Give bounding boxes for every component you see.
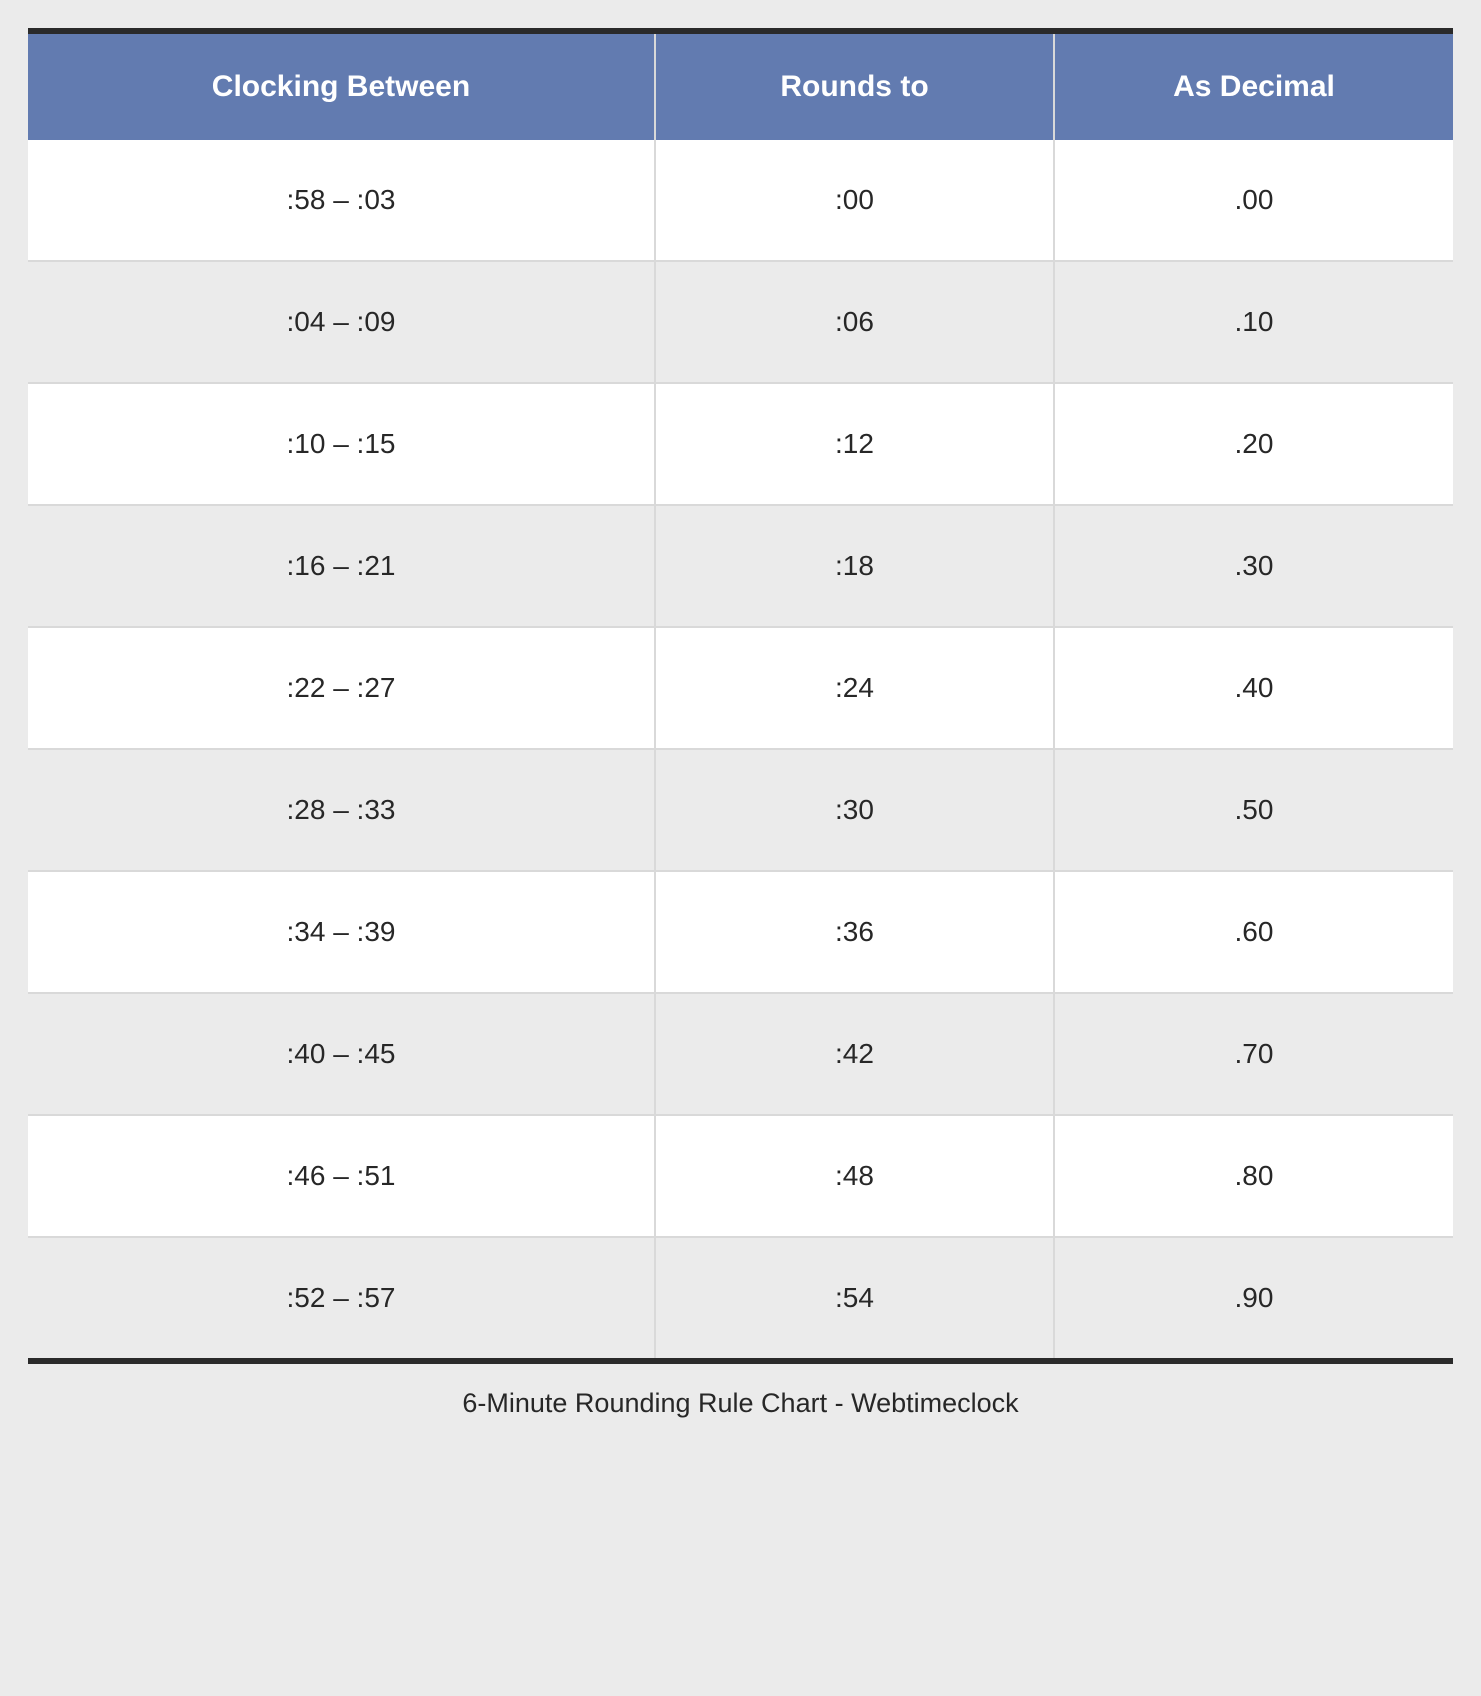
cell-rounds-to: :48 [655, 1115, 1054, 1237]
cell-clocking-between: :52 – :57 [28, 1237, 655, 1361]
col-header-clocking-between: Clocking Between [28, 31, 655, 140]
cell-as-decimal: .50 [1054, 749, 1453, 871]
cell-clocking-between: :28 – :33 [28, 749, 655, 871]
cell-clocking-between: :22 – :27 [28, 627, 655, 749]
table-row: :10 – :15 :12 .20 [28, 383, 1453, 505]
cell-clocking-between: :10 – :15 [28, 383, 655, 505]
cell-as-decimal: .20 [1054, 383, 1453, 505]
cell-as-decimal: .80 [1054, 1115, 1453, 1237]
table-row: :22 – :27 :24 .40 [28, 627, 1453, 749]
cell-rounds-to: :12 [655, 383, 1054, 505]
cell-rounds-to: :30 [655, 749, 1054, 871]
table-row: :46 – :51 :48 .80 [28, 1115, 1453, 1237]
table-row: :28 – :33 :30 .50 [28, 749, 1453, 871]
cell-clocking-between: :58 – :03 [28, 140, 655, 261]
cell-rounds-to: :18 [655, 505, 1054, 627]
cell-rounds-to: :24 [655, 627, 1054, 749]
table-row: :40 – :45 :42 .70 [28, 993, 1453, 1115]
cell-rounds-to: :54 [655, 1237, 1054, 1361]
table-row: :34 – :39 :36 .60 [28, 871, 1453, 993]
cell-rounds-to: :36 [655, 871, 1054, 993]
cell-as-decimal: .10 [1054, 261, 1453, 383]
col-header-as-decimal: As Decimal [1054, 31, 1453, 140]
cell-rounds-to: :42 [655, 993, 1054, 1115]
cell-clocking-between: :04 – :09 [28, 261, 655, 383]
cell-as-decimal: .90 [1054, 1237, 1453, 1361]
cell-as-decimal: .70 [1054, 993, 1453, 1115]
cell-rounds-to: :06 [655, 261, 1054, 383]
table-row: :16 – :21 :18 .30 [28, 505, 1453, 627]
cell-as-decimal: .60 [1054, 871, 1453, 993]
table-header-row: Clocking Between Rounds to As Decimal [28, 31, 1453, 140]
table-row: :52 – :57 :54 .90 [28, 1237, 1453, 1361]
table-row: :04 – :09 :06 .10 [28, 261, 1453, 383]
rounding-table: Clocking Between Rounds to As Decimal :5… [28, 28, 1453, 1364]
table-caption: 6-Minute Rounding Rule Chart - Webtimecl… [28, 1364, 1453, 1419]
rounding-table-container: Clocking Between Rounds to As Decimal :5… [28, 28, 1453, 1419]
table-row: :58 – :03 :00 .00 [28, 140, 1453, 261]
cell-clocking-between: :16 – :21 [28, 505, 655, 627]
col-header-rounds-to: Rounds to [655, 31, 1054, 140]
cell-clocking-between: :46 – :51 [28, 1115, 655, 1237]
cell-clocking-between: :40 – :45 [28, 993, 655, 1115]
cell-rounds-to: :00 [655, 140, 1054, 261]
cell-clocking-between: :34 – :39 [28, 871, 655, 993]
cell-as-decimal: .30 [1054, 505, 1453, 627]
cell-as-decimal: .40 [1054, 627, 1453, 749]
cell-as-decimal: .00 [1054, 140, 1453, 261]
